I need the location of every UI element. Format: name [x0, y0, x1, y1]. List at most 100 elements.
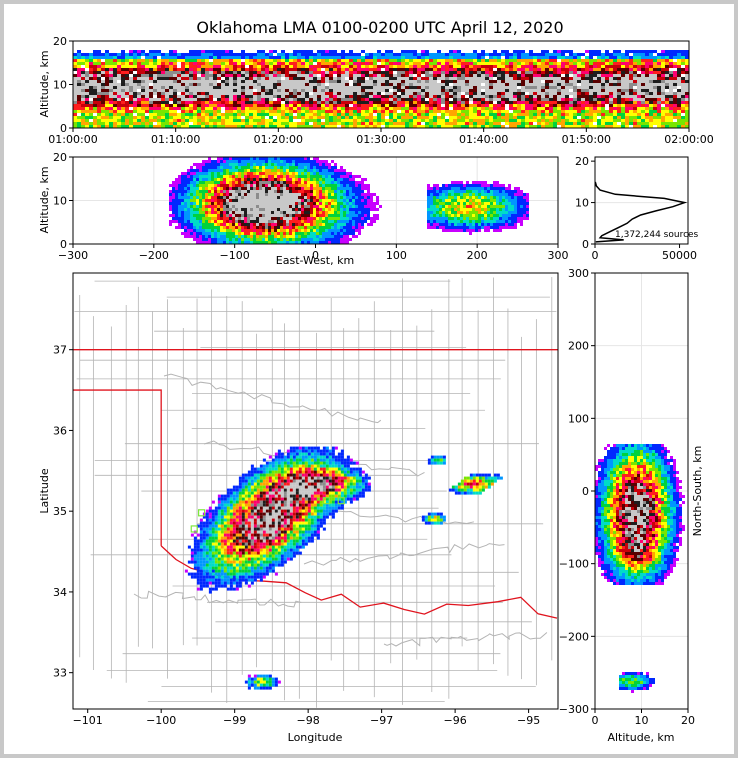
- time-height-bin: [593, 113, 597, 116]
- time-height-bin: [137, 95, 141, 98]
- time-height-bin: [629, 80, 633, 83]
- time-height-bin: [641, 71, 645, 74]
- east-west-bin: [196, 235, 199, 238]
- time-height-bin: [177, 53, 181, 56]
- time-height-bin: [609, 77, 613, 80]
- time-height-bin: [541, 74, 545, 77]
- time-height-bin: [209, 104, 213, 107]
- time-height-bin: [289, 74, 293, 77]
- time-height-bin: [657, 122, 661, 125]
- time-height-bin: [121, 92, 125, 95]
- time-height-bin: [493, 65, 497, 68]
- time-height-bin: [417, 71, 421, 74]
- time-height-bin: [649, 119, 653, 122]
- time-height-bin: [373, 83, 377, 86]
- time-height-bin: [289, 104, 293, 107]
- time-height-bin: [577, 107, 581, 110]
- time-height-bin: [617, 86, 621, 89]
- east-west-bin: [199, 175, 202, 178]
- time-height-bin: [657, 104, 661, 107]
- time-height-bin: [433, 113, 437, 116]
- east-west-bin: [223, 220, 226, 223]
- east-west-bin: [244, 187, 247, 190]
- time-height-bin: [309, 86, 313, 89]
- time-height-bin: [297, 86, 301, 89]
- time-height-bin: [445, 77, 449, 80]
- east-west-bin: [271, 217, 274, 220]
- east-west-bin: [286, 166, 289, 169]
- time-height-bin: [173, 62, 177, 65]
- time-height-bin: [521, 95, 525, 98]
- time-height-bin: [305, 71, 309, 74]
- time-height-bin: [237, 113, 241, 116]
- time-height-bin: [625, 56, 629, 59]
- east-west-bin: [235, 238, 238, 241]
- time-height-bin: [393, 122, 397, 125]
- east-west-bin: [181, 232, 184, 235]
- time-height-bin: [661, 53, 665, 56]
- time-height-bin: [133, 50, 137, 53]
- time-height-bin: [641, 110, 645, 113]
- east-west-bin: [295, 193, 298, 196]
- time-height-bin: [445, 65, 449, 68]
- time-height-bin: [669, 53, 673, 56]
- east-west-bin: [295, 196, 298, 199]
- time-height-bin: [465, 65, 469, 68]
- time-height-bin: [525, 98, 529, 101]
- time-height-bin: [537, 104, 541, 107]
- time-height-bin: [353, 86, 357, 89]
- east-west-bin: [256, 157, 259, 160]
- time-height-bin: [457, 86, 461, 89]
- time-height-bin: [589, 116, 593, 119]
- time-height-bin: [233, 110, 237, 113]
- time-height-bin: [593, 107, 597, 110]
- time-height-bin: [121, 104, 125, 107]
- time-height-bin: [309, 101, 313, 104]
- east-west-bin: [271, 187, 274, 190]
- east-west-bin: [223, 232, 226, 235]
- time-height-bin: [341, 62, 345, 65]
- east-west-bin: [229, 166, 232, 169]
- time-height-bin: [305, 92, 309, 95]
- east-west-bin: [181, 220, 184, 223]
- east-west-bin: [223, 211, 226, 214]
- time-height-bin: [465, 98, 469, 101]
- time-height-bin: [213, 101, 217, 104]
- time-height-bin: [205, 77, 209, 80]
- time-height-bin: [661, 71, 665, 74]
- time-height-bin: [373, 71, 377, 74]
- time-height-bin: [101, 125, 105, 128]
- time-height-bin: [601, 89, 605, 92]
- time-height-bin: [365, 113, 369, 116]
- time-height-x-tick-label: 01:40:00: [459, 133, 508, 146]
- time-height-bin: [301, 122, 305, 125]
- time-height-bin: [373, 92, 377, 95]
- time-height-bin: [93, 92, 97, 95]
- east-west-bin: [196, 169, 199, 172]
- time-height-bin: [513, 101, 517, 104]
- time-height-bin: [145, 110, 149, 113]
- time-height-bin: [309, 80, 313, 83]
- time-height-bin: [397, 59, 401, 62]
- east-west-bin: [235, 223, 238, 226]
- time-height-bin: [501, 125, 505, 128]
- time-height-bin: [501, 119, 505, 122]
- time-height-bin: [141, 98, 145, 101]
- time-height-bin: [225, 113, 229, 116]
- time-height-bin: [613, 65, 617, 68]
- time-height-bin: [529, 86, 533, 89]
- time-height-bin: [417, 83, 421, 86]
- time-height-bin: [189, 50, 193, 53]
- time-height-bin: [281, 119, 285, 122]
- time-height-bin: [461, 83, 465, 86]
- time-height-bin: [477, 95, 481, 98]
- time-height-bin: [405, 62, 409, 65]
- east-west-bin: [295, 205, 298, 208]
- east-west-bin: [193, 229, 196, 232]
- east-west-bin: [235, 229, 238, 232]
- time-height-bin: [157, 71, 161, 74]
- time-height-bin: [445, 71, 449, 74]
- time-height-bin: [81, 68, 85, 71]
- time-height-bin: [513, 62, 517, 65]
- east-west-bin: [271, 163, 274, 166]
